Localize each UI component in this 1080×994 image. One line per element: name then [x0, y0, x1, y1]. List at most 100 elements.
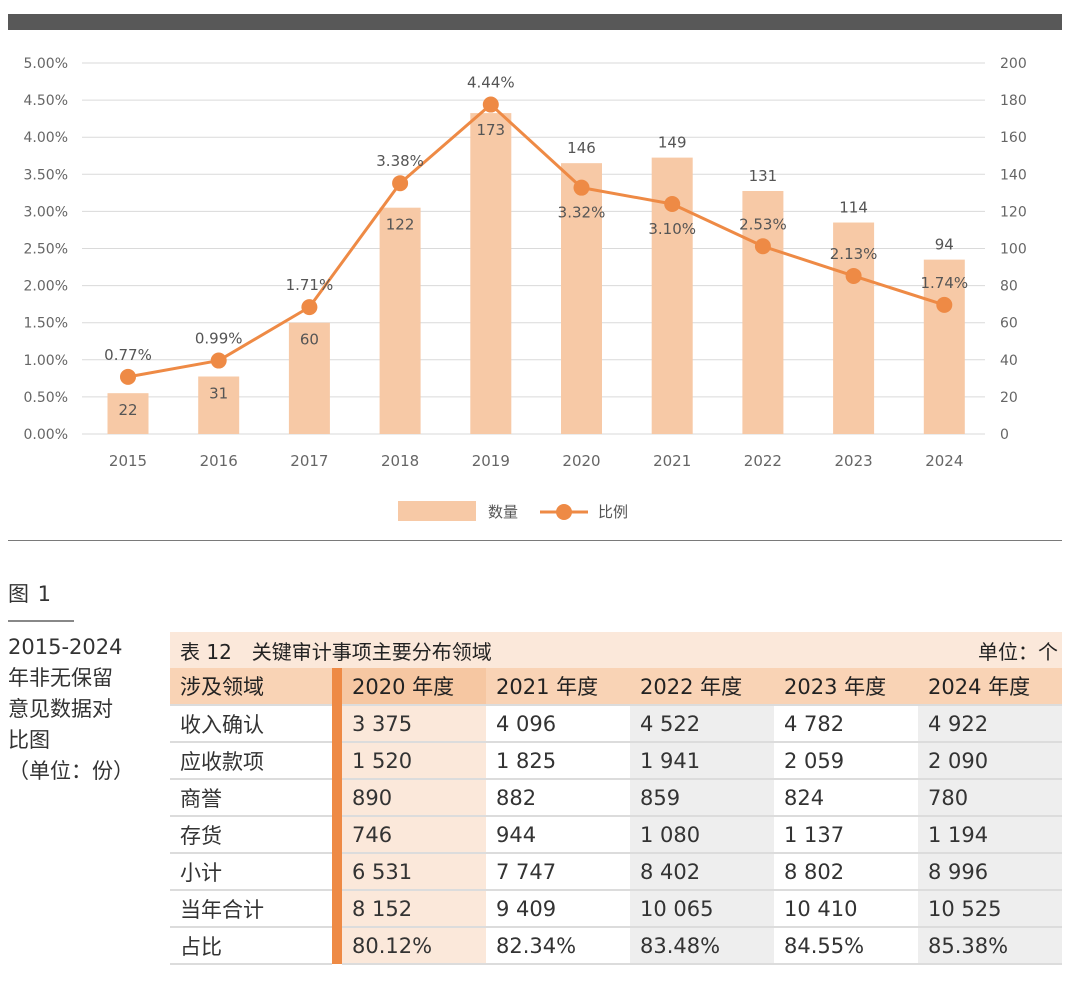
table-row: 小计 6 531 7 747 8 402 8 802 8 996	[170, 853, 1062, 891]
table-cell: 80.12%	[342, 927, 486, 965]
bar	[198, 376, 240, 434]
table-row: 当年合计 8 152 9 409 10 065 10 410 10 525	[170, 890, 1062, 928]
table-cell: 85.38%	[918, 927, 1062, 965]
table-unit: 单位：个	[978, 639, 1058, 664]
ratio-value-label: 4.44%	[467, 74, 515, 92]
bar	[561, 163, 602, 435]
bar	[923, 259, 965, 434]
accent-bar	[332, 779, 342, 816]
right-axis-tick-label: 160	[1000, 130, 1027, 146]
ratio-point	[936, 296, 953, 313]
right-axis-tick-label: 140	[1000, 167, 1027, 183]
table-cell: 小计	[170, 853, 332, 891]
legend-bar-swatch	[398, 501, 476, 521]
legend-bar-label: 数量	[488, 503, 518, 521]
left-axis-tick-label: 0.00%	[24, 427, 68, 443]
table-cell: 746	[342, 816, 486, 854]
left-axis-tick-label: 5.00%	[24, 56, 68, 72]
right-axis-tick-label: 200	[1000, 56, 1027, 72]
bar-value-label: 131	[749, 167, 778, 185]
x-axis-tick-label: 2015	[109, 452, 147, 470]
table-row: 收入确认 3 375 4 096 4 522 4 782 4 922	[170, 705, 1062, 743]
accent-bar	[332, 816, 342, 853]
table-title: 表 12 关键审计事项主要分布领域	[180, 639, 492, 664]
table-cell: 4 782	[774, 705, 918, 743]
chart-separator	[8, 540, 1062, 541]
accent-bar	[332, 742, 342, 779]
ratio-point	[301, 299, 318, 316]
bar-value-label: 173	[476, 121, 505, 139]
table-cell: 收入确认	[170, 705, 332, 743]
table-cell: 2 059	[774, 742, 918, 780]
ratio-line	[127, 103, 945, 379]
table-row: 应收款项 1 520 1 825 1 941 2 059 2 090	[170, 742, 1062, 780]
table-cell: 944	[486, 816, 630, 854]
table-cell: 6 531	[342, 853, 486, 891]
table-cell: 4 096	[486, 705, 630, 743]
bar	[107, 393, 149, 434]
bar	[833, 222, 875, 434]
column-header: 涉及领域	[170, 668, 332, 706]
bar-value-label: 22	[118, 401, 137, 419]
table-cell: 780	[918, 779, 1062, 817]
ratio-point	[664, 195, 681, 212]
table-cell: 1 194	[918, 816, 1062, 854]
caption-line: 年非无保留	[8, 666, 113, 690]
ratio-value-label: 2.53%	[739, 215, 787, 233]
table-cell: 4 922	[918, 705, 1062, 743]
column-header: 2023 年度	[774, 668, 918, 706]
column-header: 2024 年度	[918, 668, 1062, 706]
table-cell: 当年合计	[170, 890, 332, 928]
bar	[288, 322, 330, 434]
figure-label-underline	[8, 620, 74, 622]
data-table: 表 12 关键审计事项主要分布领域 单位：个 涉及领域 2020 年度 2021…	[170, 632, 1062, 965]
left-axis-tick-label: 2.00%	[24, 279, 68, 295]
bar	[379, 207, 421, 434]
accent-bar	[332, 668, 342, 705]
table-cell: 8 152	[342, 890, 486, 928]
accent-bar	[332, 890, 342, 927]
ratio-point	[573, 179, 590, 196]
table-cell: 10 065	[630, 890, 774, 928]
bar-value-label: 94	[935, 236, 954, 254]
ratio-value-label: 1.74%	[920, 274, 968, 292]
figure-label: 图 1	[8, 582, 53, 606]
ratio-point	[845, 267, 862, 284]
ratio-value-label: 2.13%	[830, 245, 878, 263]
accent-bar	[332, 853, 342, 890]
table-cell: 1 520	[342, 742, 486, 780]
table-cell: 8 402	[630, 853, 774, 891]
table-cell: 8 802	[774, 853, 918, 891]
table-header-bar: 表 12 关键审计事项主要分布领域 单位：个	[170, 632, 1062, 668]
left-axis-tick-label: 3.00%	[24, 204, 68, 220]
bar-value-label: 60	[300, 331, 319, 349]
ratio-value-label: 3.10%	[648, 220, 696, 238]
bar-value-label: 122	[386, 216, 415, 234]
table-cell: 商誉	[170, 779, 332, 817]
ratio-value-label: 1.71%	[286, 276, 334, 294]
bar	[742, 190, 784, 434]
bar	[470, 113, 512, 435]
ratio-point	[482, 96, 499, 113]
ratio-point	[754, 238, 771, 255]
table-cell: 890	[342, 779, 486, 817]
table-cell: 1 137	[774, 816, 918, 854]
x-axis-tick-label: 2022	[744, 452, 782, 470]
right-axis-tick-label: 20	[1000, 390, 1018, 406]
bar-value-label: 114	[839, 199, 868, 217]
accent-bar	[332, 927, 342, 964]
bar-value-label: 146	[567, 139, 596, 157]
x-axis-tick-label: 2020	[562, 452, 600, 470]
caption-line: 2015-2024	[8, 635, 123, 659]
caption-line: （单位：份）	[8, 759, 134, 783]
table-cell: 859	[630, 779, 774, 817]
figure-caption: 2015-2024 年非无保留 意见数据对 比图 （单位：份）	[8, 632, 148, 787]
right-axis-tick-label: 120	[1000, 204, 1027, 220]
right-axis-tick-label: 100	[1000, 242, 1027, 258]
right-axis-tick-label: 60	[1000, 316, 1018, 332]
x-axis-tick-label: 2016	[200, 452, 238, 470]
table-cell: 1 080	[630, 816, 774, 854]
table-cell: 1 825	[486, 742, 630, 780]
table-cell: 4 522	[630, 705, 774, 743]
left-axis-tick-label: 4.50%	[24, 93, 68, 109]
